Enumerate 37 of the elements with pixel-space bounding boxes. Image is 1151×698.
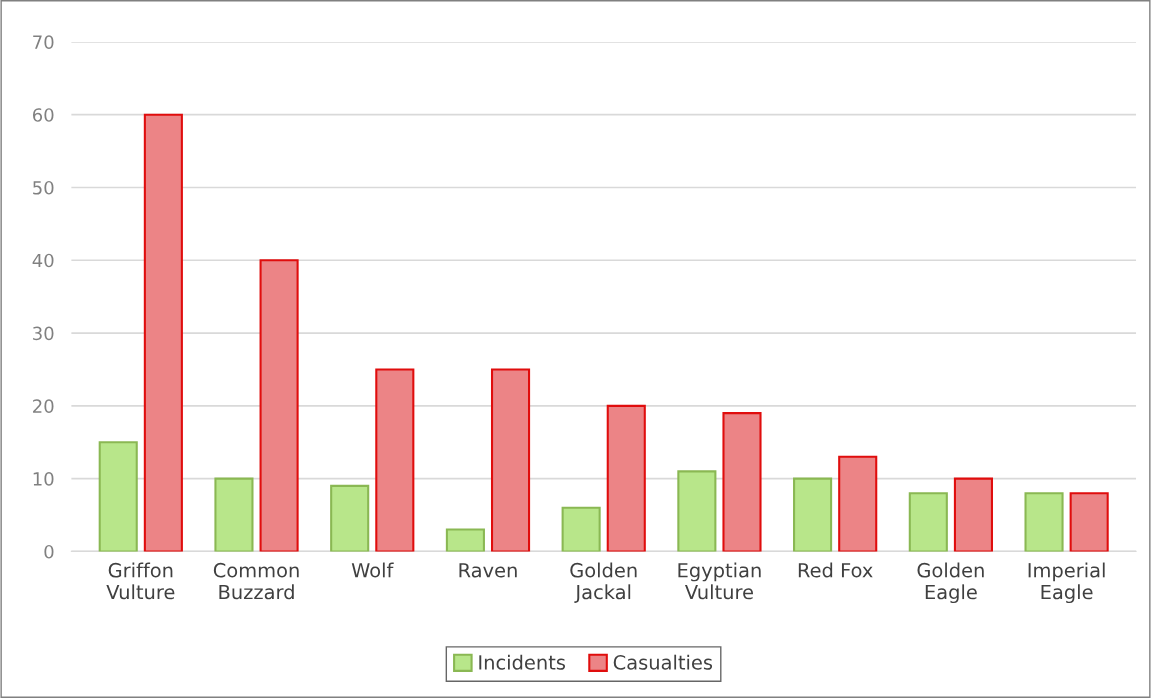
bar (908, 492, 948, 552)
y-tick-label: 50 (33, 180, 54, 195)
y-tick-label: 40 (32, 253, 54, 268)
y-tick-label: 30 (33, 326, 54, 341)
bar (375, 368, 415, 552)
x-tick-label: Wolf (351, 562, 394, 578)
x-tick-label: Griffon Vulture (106, 562, 175, 600)
bar (143, 113, 183, 552)
x-tick-label: Egyptian Vulture (678, 562, 761, 600)
bar (490, 368, 531, 552)
x-tick-label: Golden Jackal (570, 562, 637, 603)
y-tick-label: 20 (33, 399, 54, 413)
bar (606, 404, 646, 552)
x-tick-label: Raven (459, 563, 517, 578)
bar (445, 528, 485, 552)
bar (259, 259, 299, 552)
x-tick-label: Common Buzzard (213, 562, 299, 600)
y-tick-label: 0 (44, 544, 54, 559)
bar (722, 412, 762, 552)
bar (561, 506, 601, 552)
bar (98, 441, 138, 552)
legend-label: Casualties (613, 654, 713, 670)
bar (838, 455, 878, 552)
y-tick-label: 70 (33, 35, 54, 49)
y-tick-label: 60 (32, 108, 54, 122)
bar (330, 484, 370, 552)
bar (1069, 492, 1109, 552)
bar (953, 477, 993, 552)
bar (793, 477, 833, 552)
x-tick-label: Imperial Eagle (1028, 562, 1105, 604)
bar (677, 470, 717, 552)
bar (1024, 492, 1064, 552)
x-tick-label: Golden Eagle (917, 562, 984, 604)
x-tick-label: Red Fox (798, 562, 873, 578)
legend-label: Incidents (479, 654, 566, 670)
y-tick-label: 10 (33, 472, 54, 486)
bar (214, 477, 254, 552)
